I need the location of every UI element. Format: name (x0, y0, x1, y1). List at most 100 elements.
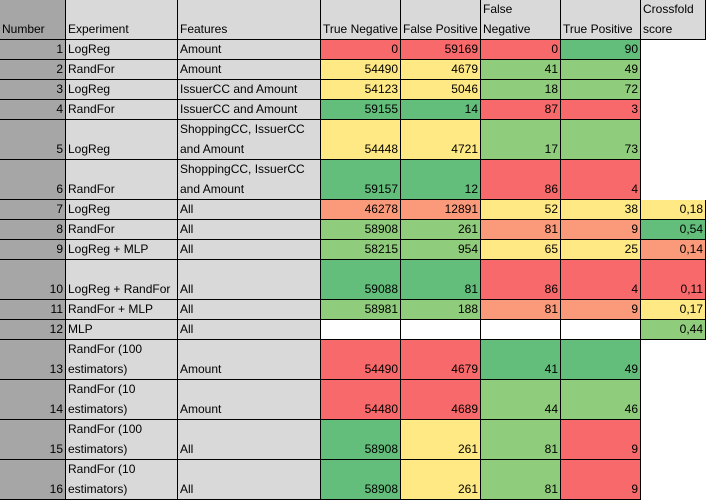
header-number[interactable]: Number (0, 0, 66, 40)
row-11-true-positive[interactable]: 9 (561, 300, 641, 320)
row-7-number[interactable]: 7 (0, 200, 66, 220)
row-5-true-positive[interactable]: 73 (561, 120, 641, 160)
row-5-false-negative[interactable]: 17 (481, 120, 561, 160)
row-8-false-negative[interactable]: 81 (481, 220, 561, 240)
row-5-crossfold-score[interactable] (641, 120, 706, 160)
row-16-true-positive[interactable]: 9 (561, 460, 641, 500)
row-13-true-negative[interactable]: 54490 (321, 340, 401, 380)
row-13-false-positive[interactable]: 4679 (401, 340, 481, 380)
row-10-features[interactable]: All (178, 260, 321, 300)
row-6-false-negative[interactable]: 86 (481, 160, 561, 200)
row-8-true-negative[interactable]: 58908 (321, 220, 401, 240)
row-12-crossfold-score[interactable]: 0,44 (641, 320, 706, 340)
row-2-true-negative[interactable]: 54490 (321, 60, 401, 80)
row-9-true-positive[interactable]: 25 (561, 240, 641, 260)
row-10-experiment[interactable]: LogReg + RandFor (66, 260, 178, 300)
row-8-experiment[interactable]: RandFor (66, 220, 178, 240)
row-4-crossfold-score[interactable] (641, 100, 706, 120)
header-false-negative[interactable]: False Negative (481, 0, 561, 40)
row-9-false-positive[interactable]: 954 (401, 240, 481, 260)
row-5-experiment[interactable]: LogReg (66, 120, 178, 160)
row-8-features[interactable]: All (178, 220, 321, 240)
row-3-number[interactable]: 3 (0, 80, 66, 100)
row-4-features[interactable]: IssuerCC and Amount (178, 100, 321, 120)
row-15-number[interactable]: 15 (0, 420, 66, 460)
row-5-false-positive[interactable]: 4721 (401, 120, 481, 160)
row-14-experiment[interactable]: RandFor (10 estimators) (66, 380, 178, 420)
row-11-crossfold-score[interactable]: 0,17 (641, 300, 706, 320)
row-11-false-positive[interactable]: 188 (401, 300, 481, 320)
row-12-features[interactable]: All (178, 320, 321, 340)
row-12-experiment[interactable]: MLP (66, 320, 178, 340)
header-false-positive[interactable]: False Positive (401, 0, 481, 40)
row-11-experiment[interactable]: RandFor + MLP (66, 300, 178, 320)
row-3-true-positive[interactable]: 72 (561, 80, 641, 100)
row-4-false-negative[interactable]: 87 (481, 100, 561, 120)
row-1-crossfold-score[interactable] (641, 40, 706, 60)
row-13-experiment[interactable]: RandFor (100 estimators) (66, 340, 178, 380)
row-14-crossfold-score[interactable] (641, 380, 706, 420)
row-8-number[interactable]: 8 (0, 220, 66, 240)
row-5-number[interactable]: 5 (0, 120, 66, 160)
row-7-experiment[interactable]: LogReg (66, 200, 178, 220)
row-7-false-positive[interactable]: 12891 (401, 200, 481, 220)
row-1-true-positive[interactable]: 90 (561, 40, 641, 60)
header-true-negative[interactable]: True Negative (321, 0, 401, 40)
row-9-true-negative[interactable]: 58215 (321, 240, 401, 260)
row-11-features[interactable]: All (178, 300, 321, 320)
row-1-number[interactable]: 1 (0, 40, 66, 60)
row-4-true-negative[interactable]: 59155 (321, 100, 401, 120)
row-4-false-positive[interactable]: 14 (401, 100, 481, 120)
row-6-false-positive[interactable]: 12 (401, 160, 481, 200)
row-16-true-negative[interactable]: 58908 (321, 460, 401, 500)
row-15-false-positive[interactable]: 261 (401, 420, 481, 460)
row-15-true-positive[interactable]: 9 (561, 420, 641, 460)
row-3-true-negative[interactable]: 54123 (321, 80, 401, 100)
row-16-false-positive[interactable]: 261 (401, 460, 481, 500)
row-8-crossfold-score[interactable]: 0,54 (641, 220, 706, 240)
header-crossfold-score[interactable]: Crossfold score (641, 0, 706, 40)
row-8-false-positive[interactable]: 261 (401, 220, 481, 240)
row-9-experiment[interactable]: LogReg + MLP (66, 240, 178, 260)
row-2-true-positive[interactable]: 49 (561, 60, 641, 80)
row-12-false-positive[interactable] (401, 320, 481, 340)
row-16-false-negative[interactable]: 81 (481, 460, 561, 500)
row-13-false-negative[interactable]: 41 (481, 340, 561, 380)
row-15-features[interactable]: All (178, 420, 321, 460)
row-2-false-negative[interactable]: 41 (481, 60, 561, 80)
row-11-number[interactable]: 11 (0, 300, 66, 320)
row-15-false-negative[interactable]: 81 (481, 420, 561, 460)
row-16-number[interactable]: 16 (0, 460, 66, 500)
row-6-true-negative[interactable]: 59157 (321, 160, 401, 200)
row-3-false-positive[interactable]: 5046 (401, 80, 481, 100)
row-6-crossfold-score[interactable] (641, 160, 706, 200)
row-6-experiment[interactable]: RandFor (66, 160, 178, 200)
row-7-true-positive[interactable]: 38 (561, 200, 641, 220)
row-4-number[interactable]: 4 (0, 100, 66, 120)
row-7-false-negative[interactable]: 52 (481, 200, 561, 220)
row-12-true-positive[interactable] (561, 320, 641, 340)
row-1-experiment[interactable]: LogReg (66, 40, 178, 60)
row-14-true-positive[interactable]: 46 (561, 380, 641, 420)
row-10-false-negative[interactable]: 86 (481, 260, 561, 300)
row-2-experiment[interactable]: RandFor (66, 60, 178, 80)
row-2-crossfold-score[interactable] (641, 60, 706, 80)
row-3-experiment[interactable]: LogReg (66, 80, 178, 100)
row-6-number[interactable]: 6 (0, 160, 66, 200)
row-1-false-positive[interactable]: 59169 (401, 40, 481, 60)
row-13-number[interactable]: 13 (0, 340, 66, 380)
row-13-true-positive[interactable]: 49 (561, 340, 641, 380)
header-experiment[interactable]: Experiment (66, 0, 178, 40)
row-14-true-negative[interactable]: 54480 (321, 380, 401, 420)
row-7-crossfold-score[interactable]: 0,18 (641, 200, 706, 220)
row-12-true-negative[interactable] (321, 320, 401, 340)
row-10-false-positive[interactable]: 81 (401, 260, 481, 300)
header-features[interactable]: Features (178, 0, 321, 40)
row-14-features[interactable]: Amount (178, 380, 321, 420)
row-6-features[interactable]: ShoppingCC, IssuerCC and Amount (178, 160, 321, 200)
row-13-features[interactable]: Amount (178, 340, 321, 380)
row-3-crossfold-score[interactable] (641, 80, 706, 100)
row-3-false-negative[interactable]: 18 (481, 80, 561, 100)
row-2-features[interactable]: Amount (178, 60, 321, 80)
row-15-experiment[interactable]: RandFor (100 estimators) (66, 420, 178, 460)
